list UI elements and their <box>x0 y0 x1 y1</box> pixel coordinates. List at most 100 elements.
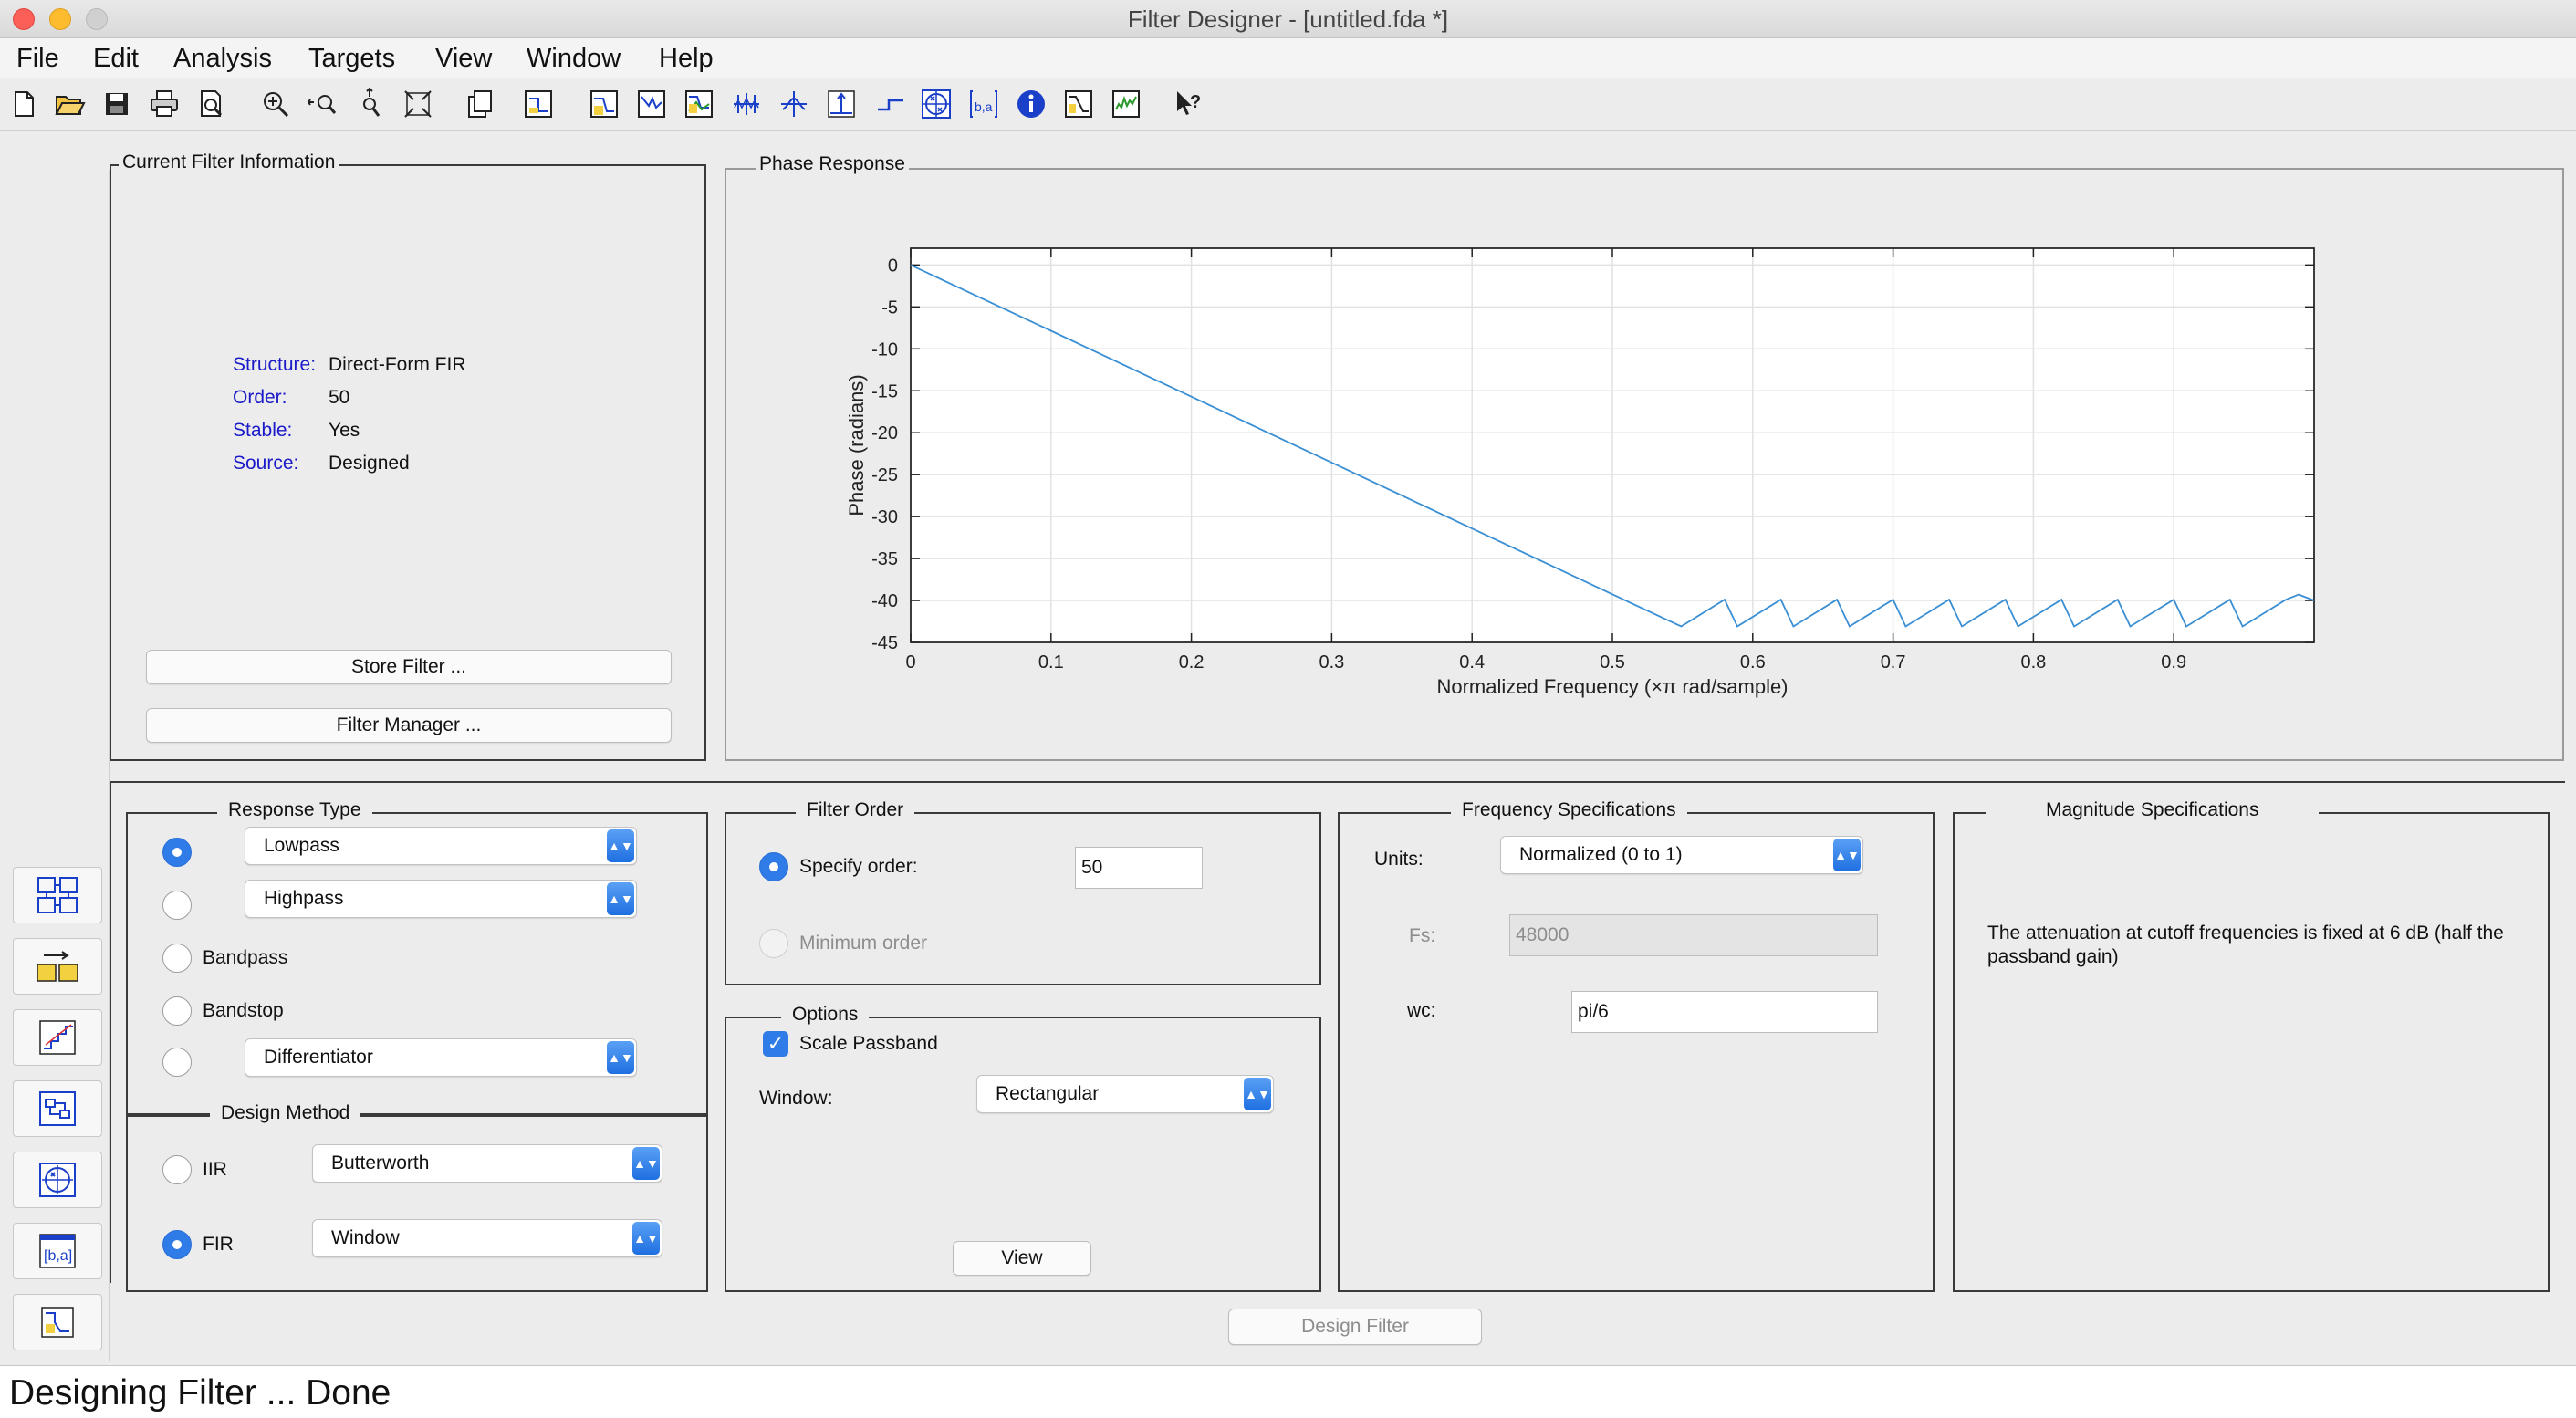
fir-label[interactable]: FIR <box>203 1234 234 1255</box>
window-title: Filter Designer - [untitled.fda *] <box>1127 5 1449 33</box>
magnitude-response-icon[interactable] <box>586 86 622 122</box>
lowpass-radio[interactable] <box>162 838 192 867</box>
x-tick-label: 0.7 <box>1881 652 1906 673</box>
scale-passband-checkbox[interactable]: ✓ <box>763 1031 788 1057</box>
svg-text:[b,a]: [b,a] <box>44 1248 72 1264</box>
open-icon[interactable] <box>51 86 88 122</box>
phase-response-panel: Phase Response 0 0.1 0.2 0.3 0.4 0.5 0.6 0.7 0.8… <box>725 153 2564 761</box>
magnitude-estimate-icon[interactable] <box>1060 86 1097 122</box>
iir-label[interactable]: IIR <box>203 1159 227 1180</box>
quantization-icon <box>39 1020 76 1055</box>
phase-response-chart[interactable]: 0 0.1 0.2 0.3 0.4 0.5 0.6 0.7 0.8 0.9 0 -5 -10 -15 -20… <box>726 170 2562 759</box>
bandpass-label[interactable]: Bandpass <box>203 947 288 968</box>
highpass-radio[interactable] <box>162 891 192 920</box>
phase-response-icon[interactable] <box>633 86 670 122</box>
sidebar-design-filter[interactable] <box>13 1294 102 1350</box>
differentiator-select[interactable]: Differentiator ▲▼ <box>245 1038 637 1077</box>
phase-delay-icon[interactable] <box>776 86 812 122</box>
filter-info-icon[interactable] <box>1013 86 1049 122</box>
full-view-icon[interactable] <box>400 86 436 122</box>
iir-radio[interactable] <box>162 1155 192 1184</box>
save-icon[interactable] <box>99 86 135 122</box>
panel-title: Filter Order <box>796 799 915 821</box>
new-icon[interactable] <box>5 86 42 122</box>
view-button[interactable]: View <box>953 1241 1091 1276</box>
menu-view[interactable]: View <box>435 44 493 73</box>
highpass-select[interactable]: Highpass ▲▼ <box>245 880 637 918</box>
window-select[interactable]: Rectangular ▲▼ <box>976 1075 1274 1113</box>
sidebar-realize-model[interactable] <box>13 1080 102 1137</box>
specify-order-label[interactable]: Specify order: <box>799 856 918 877</box>
x-tick-label: 0.8 <box>2020 652 2046 673</box>
sidebar-import-filter[interactable]: [b,a] <box>13 1223 102 1279</box>
menu-file[interactable]: File <box>16 44 59 73</box>
sidebar-transform-filter[interactable] <box>13 938 102 995</box>
sidebar-quantization[interactable] <box>13 1009 102 1066</box>
order-input[interactable]: 50 <box>1075 847 1203 889</box>
fs-input[interactable]: 48000 <box>1509 914 1878 956</box>
minimize-window-button[interactable] <box>49 8 71 30</box>
iir-method-select[interactable]: Butterworth ▲▼ <box>312 1144 662 1183</box>
menu-window[interactable]: Window <box>527 44 621 73</box>
magnitude-phase-icon[interactable] <box>681 86 717 122</box>
sidebar-pole-zero-editor[interactable] <box>13 1152 102 1208</box>
chevron-updown-icon: ▲▼ <box>607 1041 634 1074</box>
zoom-in-icon[interactable] <box>257 86 294 122</box>
new-figure-icon[interactable] <box>462 86 498 122</box>
menu-edit[interactable]: Edit <box>93 44 139 73</box>
panel-title: Design Method <box>210 1102 361 1124</box>
response-type-panel: Response Type Lowpass ▲▼ Highpass ▲▼ Bandp… <box>126 799 708 1115</box>
filter-coefficients-icon[interactable]: b,a <box>965 86 1002 122</box>
impulse-response-icon[interactable] <box>823 86 860 122</box>
round-off-noise-icon[interactable] <box>1108 86 1144 122</box>
structure-value: Direct-Form FIR <box>329 354 466 375</box>
design-panel-sidebar: [b,a] <box>0 170 110 1361</box>
close-window-button[interactable] <box>13 8 35 30</box>
fir-method-select[interactable]: Window ▲▼ <box>312 1219 662 1257</box>
zoom-x-icon[interactable] <box>305 86 341 122</box>
menu-help[interactable]: Help <box>659 44 714 73</box>
fir-method-value: Window <box>331 1227 400 1248</box>
whats-this-icon[interactable]: ? <box>1170 86 1206 122</box>
lowpass-select[interactable]: Lowpass ▲▼ <box>245 827 637 865</box>
menu-targets[interactable]: Targets <box>308 44 396 73</box>
fir-radio[interactable] <box>162 1230 192 1259</box>
panel-title: Frequency Specifications <box>1451 799 1687 821</box>
print-preview-icon[interactable] <box>193 86 230 122</box>
chevron-updown-icon: ▲▼ <box>1833 839 1861 871</box>
x-tick-label: 0.3 <box>1319 652 1344 673</box>
bandstop-radio[interactable] <box>162 996 192 1026</box>
svg-text:b,a: b,a <box>975 99 993 114</box>
zoom-y-icon[interactable] <box>352 86 389 122</box>
design-method-panel: Design Method IIR Butterworth ▲▼ FIR Wind… <box>126 1102 708 1292</box>
specify-order-radio[interactable] <box>759 852 788 881</box>
store-filter-button[interactable]: Store Filter ... <box>146 650 672 684</box>
fs-label: Fs: <box>1409 925 1436 946</box>
y-tick-label: -5 <box>881 297 898 318</box>
chevron-updown-icon: ▲▼ <box>607 829 634 862</box>
import-filter-icon: [b,a] <box>39 1234 76 1268</box>
design-filter-button[interactable]: Design Filter <box>1228 1309 1482 1345</box>
bandstop-label[interactable]: Bandstop <box>203 1000 284 1021</box>
pole-zero-icon[interactable] <box>918 86 954 122</box>
wc-input[interactable]: pi/6 <box>1571 991 1878 1033</box>
units-select[interactable]: Normalized (0 to 1) ▲▼ <box>1500 836 1863 874</box>
step-response-icon[interactable] <box>872 86 909 122</box>
scale-passband-label[interactable]: Scale Passband <box>799 1033 938 1054</box>
group-delay-icon[interactable] <box>728 86 765 122</box>
minimum-order-radio[interactable] <box>759 929 788 958</box>
stable-label: Stable: <box>233 420 293 441</box>
highpass-value: Highpass <box>264 888 344 909</box>
filter-manager-button[interactable]: Filter Manager ... <box>146 708 672 743</box>
zoom-window-button[interactable] <box>86 8 108 30</box>
y-tick-label: -20 <box>871 423 898 443</box>
menu-analysis[interactable]: Analysis <box>173 44 272 73</box>
minimum-order-label[interactable]: Minimum order <box>799 933 928 954</box>
print-icon[interactable] <box>146 86 183 122</box>
sidebar-convert-structure[interactable] <box>13 867 102 923</box>
bandpass-radio[interactable] <box>162 944 192 973</box>
y-axis-label: Phase (radians) <box>845 374 868 516</box>
differentiator-value: Differentiator <box>264 1047 373 1068</box>
differentiator-radio[interactable] <box>162 1048 192 1077</box>
filter-specs-icon[interactable] <box>520 86 557 122</box>
